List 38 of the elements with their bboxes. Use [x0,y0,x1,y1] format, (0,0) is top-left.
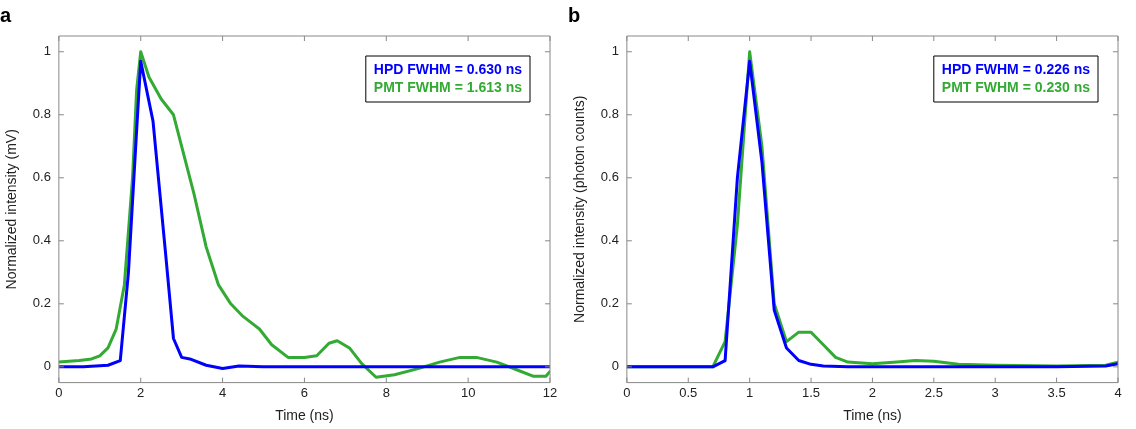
y-tick-label: 0.4 [600,232,619,248]
y-tick-label: 0.8 [600,106,619,122]
y-tick-label: 0.4 [32,232,51,248]
chart-title: b [568,3,581,26]
text: HPD FWHM = 0.630 ns [373,60,523,77]
x-tick-label: 6 [300,384,309,400]
x-tick-label: 0 [623,384,631,400]
y-tick-label: 0.6 [600,169,619,185]
x-tick-label: 4 [1114,384,1122,400]
x-tick-label: 0 [55,384,63,400]
y-tick-label: 0.8 [32,106,51,122]
x-tick-label: 8 [382,384,390,400]
y-axis-title: Normalized intensity (photon counts) [571,95,588,323]
y-tick-label: 0 [611,358,619,374]
y-tick-label: 1 [43,43,51,59]
x-tick-label: 3.5 [1047,384,1066,400]
x-tick-label: 2 [868,384,877,400]
x-axis-title: Time (ns) [275,407,334,424]
x-tick-label: 3 [991,384,999,400]
y-tick-label: 1 [611,43,619,59]
x-tick-label: 4 [218,384,227,400]
text: HPD FWHM = 0.226 ns [941,60,1091,77]
x-tick-label: 2.5 [924,384,943,400]
text: PMT FWHM = 1.613 ns [373,78,523,95]
x-tick-label: 1.5 [802,384,821,400]
x-axis-title: Time (ns) [843,407,902,424]
text: PMT FWHM = 0.230 ns [941,78,1091,95]
x-tick-label: 0.5 [679,384,698,400]
y-tick-label: 0.2 [600,295,619,311]
y-tick-label: 0.2 [32,295,51,311]
x-tick-label: 12 [542,384,558,400]
y-tick-label: 0 [43,358,51,374]
x-tick-label: 10 [460,384,476,400]
y-axis-title: Normalized intensity (mV) [3,129,20,290]
y-tick-label: 0.6 [32,169,51,185]
x-tick-label: 2 [137,384,145,400]
chart-title: a [0,3,12,26]
x-tick-label: 1 [746,384,754,400]
